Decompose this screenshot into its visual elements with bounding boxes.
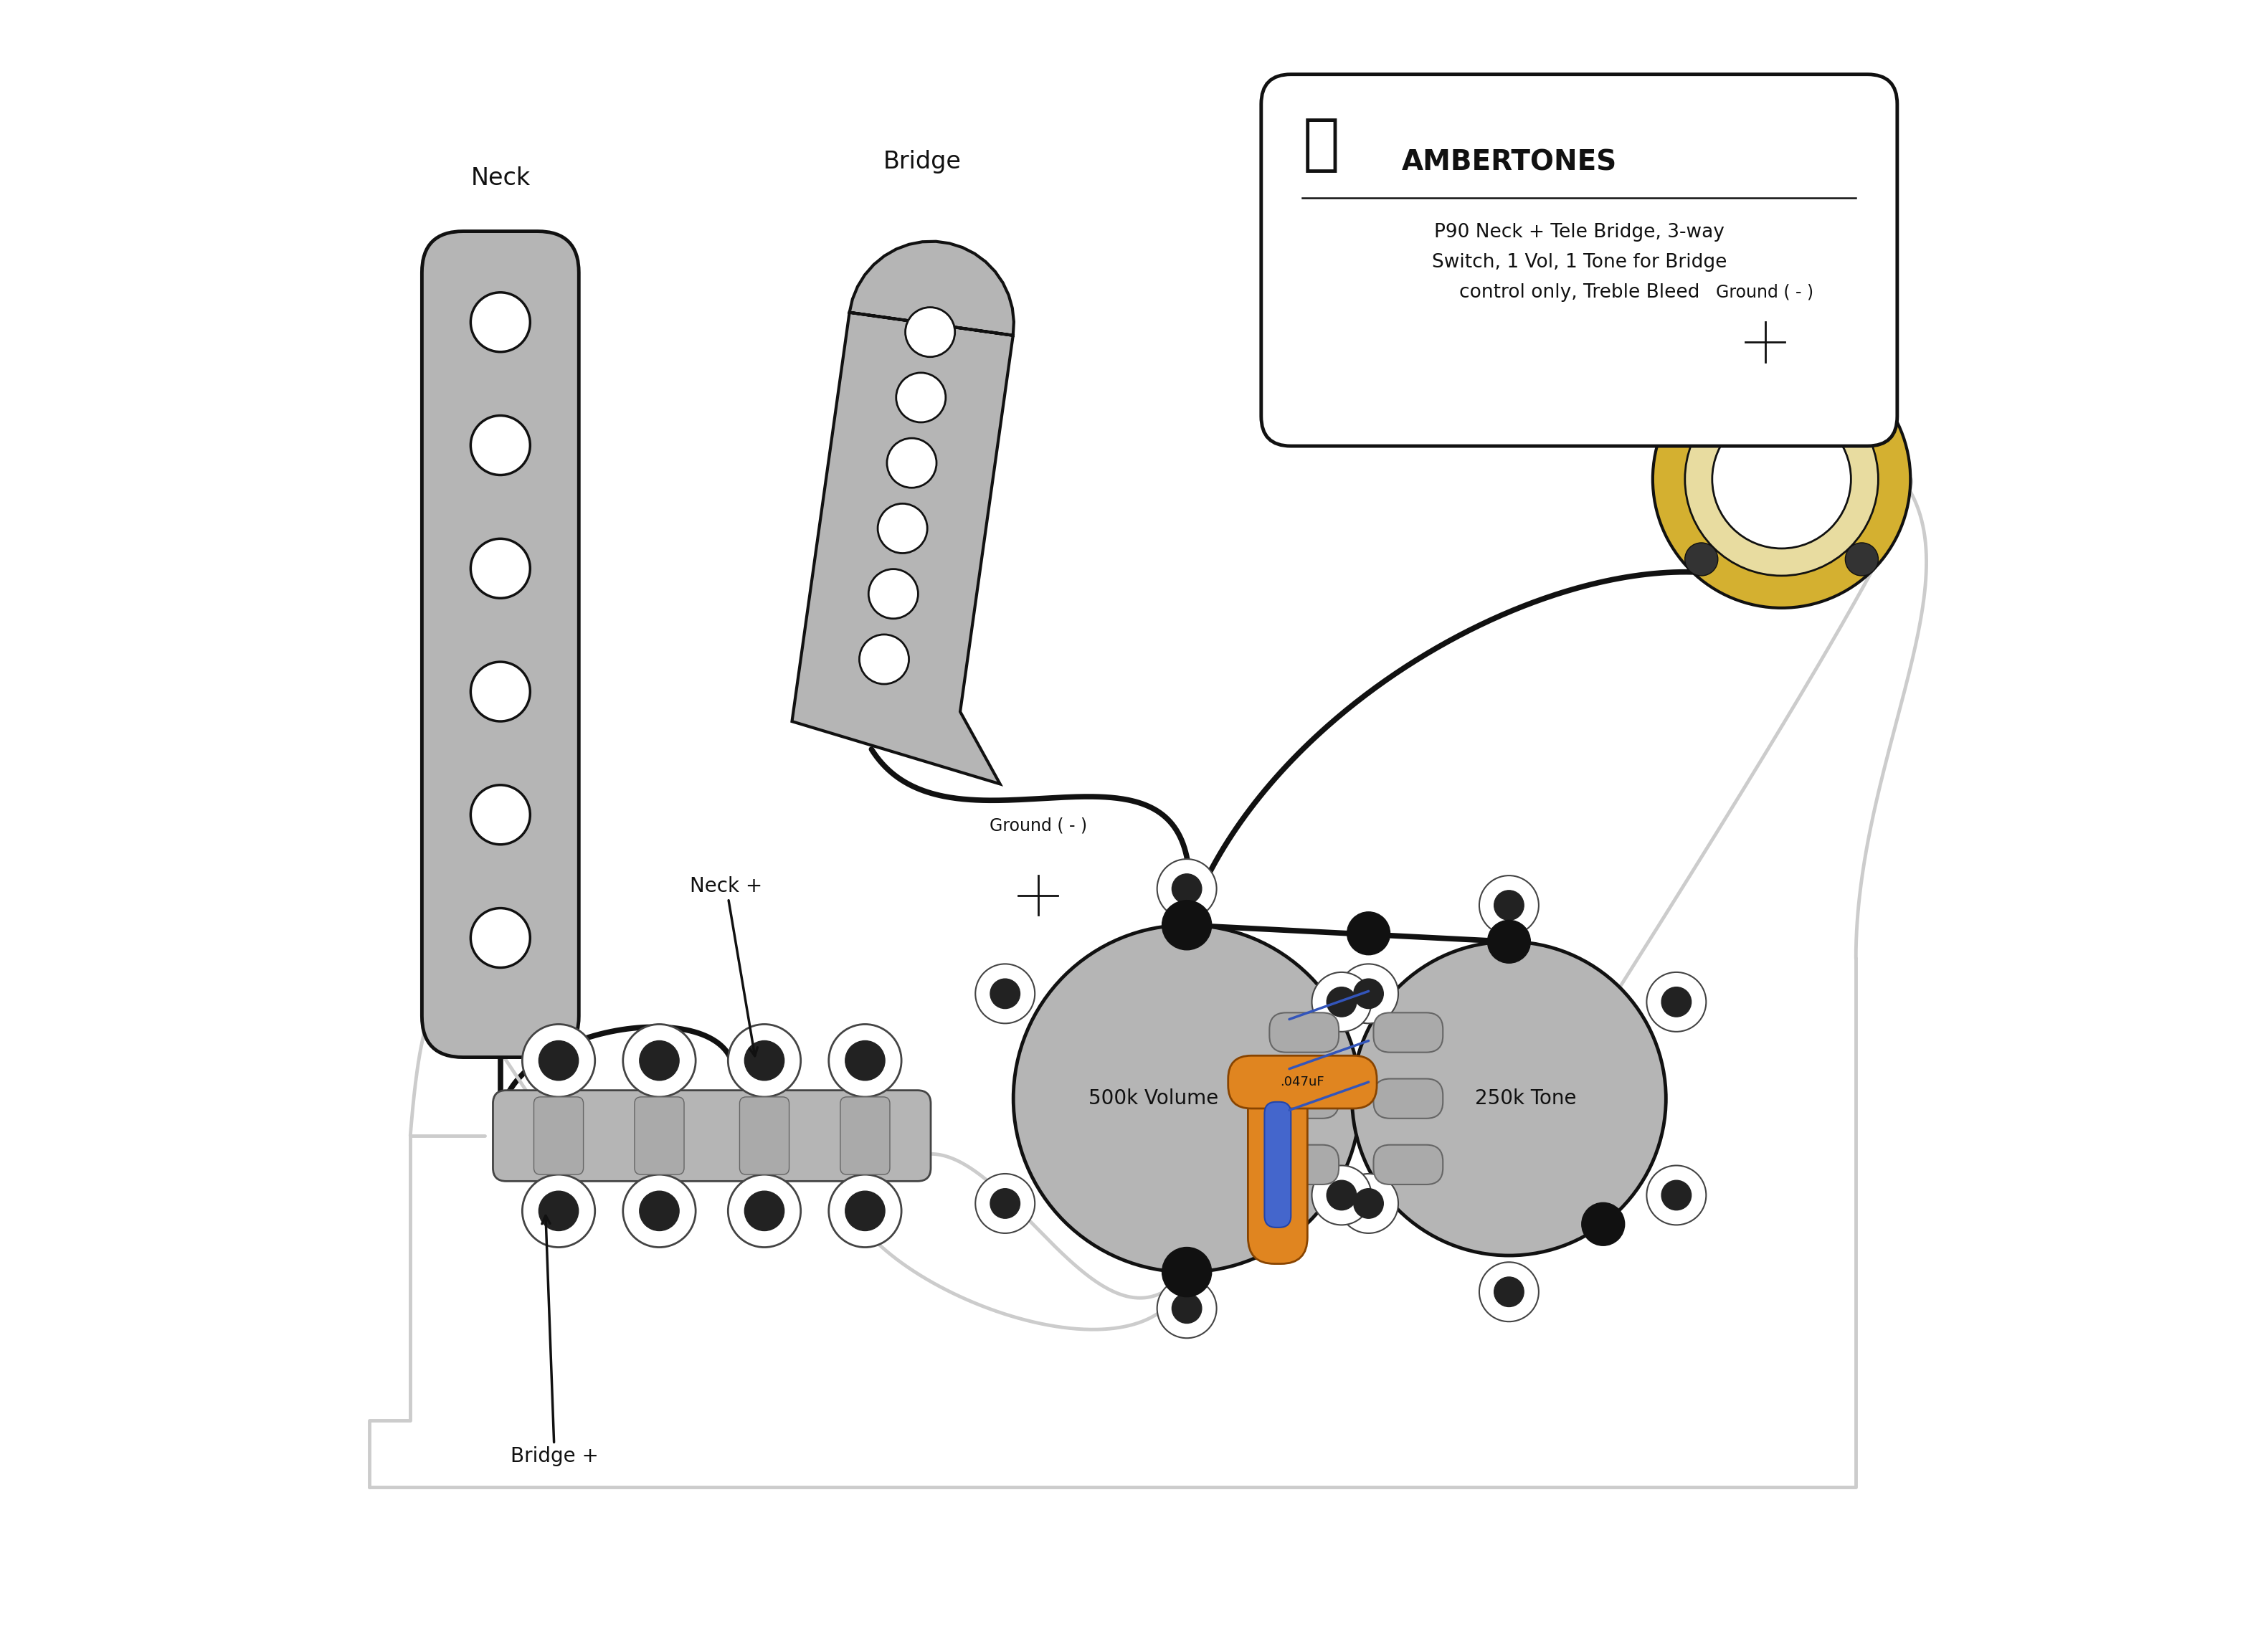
Text: 500k Volume: 500k Volume [1088, 1089, 1219, 1108]
Circle shape [1353, 978, 1384, 1008]
Text: Neck: Neck [470, 167, 531, 190]
Text: 250k Tone: 250k Tone [1474, 1089, 1576, 1108]
Text: .047uF: .047uF [1280, 1075, 1325, 1089]
FancyBboxPatch shape [1264, 1102, 1292, 1227]
Circle shape [1712, 410, 1852, 548]
Circle shape [522, 1175, 594, 1247]
Circle shape [1312, 1166, 1371, 1226]
Circle shape [860, 634, 910, 684]
FancyBboxPatch shape [1269, 1013, 1339, 1052]
Circle shape [1653, 350, 1910, 608]
Text: 0.001uF: 0.001uF [1271, 1140, 1285, 1189]
Circle shape [1163, 900, 1213, 950]
Text: AMBERTONES: AMBERTONES [1402, 149, 1617, 175]
Circle shape [1328, 988, 1357, 1016]
Circle shape [1312, 971, 1371, 1031]
FancyBboxPatch shape [1262, 74, 1897, 446]
FancyBboxPatch shape [422, 231, 578, 1057]
Circle shape [1581, 1203, 1624, 1246]
Circle shape [1172, 874, 1201, 904]
Circle shape [727, 1024, 802, 1097]
Circle shape [869, 568, 919, 618]
Circle shape [540, 1041, 578, 1080]
FancyBboxPatch shape [492, 1090, 930, 1181]
Circle shape [1495, 890, 1524, 920]
Circle shape [639, 1041, 680, 1080]
Circle shape [975, 1173, 1034, 1232]
Circle shape [878, 504, 928, 553]
Circle shape [470, 416, 531, 476]
Circle shape [905, 307, 955, 357]
Circle shape [1014, 925, 1359, 1272]
FancyBboxPatch shape [1373, 1079, 1443, 1118]
Text: P90 Neck + Tele Bridge, 3-way
Switch, 1 Vol, 1 Tone for Bridge
control only, Tre: P90 Neck + Tele Bridge, 3-way Switch, 1 … [1432, 223, 1727, 302]
Circle shape [470, 292, 531, 352]
Circle shape [991, 978, 1021, 1008]
Text: Neck +: Neck + [691, 876, 763, 1056]
Text: ℒ: ℒ [1303, 116, 1339, 175]
Circle shape [1339, 965, 1398, 1023]
Circle shape [1172, 1294, 1201, 1323]
FancyBboxPatch shape [533, 1097, 583, 1175]
Text: Bridge +: Bridge + [510, 1216, 598, 1467]
FancyBboxPatch shape [1269, 1079, 1339, 1118]
FancyBboxPatch shape [1249, 1066, 1307, 1264]
Circle shape [975, 965, 1034, 1023]
Circle shape [1646, 1166, 1707, 1226]
Circle shape [896, 373, 946, 423]
Circle shape [1662, 988, 1691, 1016]
Circle shape [470, 785, 531, 844]
Circle shape [829, 1024, 901, 1097]
FancyBboxPatch shape [1373, 1013, 1443, 1052]
FancyBboxPatch shape [840, 1097, 890, 1175]
Circle shape [470, 539, 531, 598]
Circle shape [1684, 382, 1718, 415]
Circle shape [1684, 544, 1718, 577]
Circle shape [844, 1191, 885, 1231]
Circle shape [1662, 1181, 1691, 1209]
Circle shape [470, 662, 531, 722]
FancyBboxPatch shape [1269, 1145, 1339, 1184]
FancyBboxPatch shape [1228, 1056, 1377, 1108]
Circle shape [1156, 1279, 1217, 1338]
FancyBboxPatch shape [741, 1097, 788, 1175]
Circle shape [991, 1189, 1021, 1219]
Circle shape [540, 1191, 578, 1231]
Text: Bridge: Bridge [883, 150, 962, 173]
Circle shape [1353, 942, 1666, 1256]
Circle shape [522, 1024, 594, 1097]
Circle shape [829, 1175, 901, 1247]
Circle shape [1495, 1277, 1524, 1307]
Circle shape [887, 438, 937, 487]
Circle shape [727, 1175, 802, 1247]
Circle shape [1339, 1175, 1398, 1232]
Circle shape [745, 1041, 784, 1080]
Circle shape [1353, 1189, 1384, 1219]
Polygon shape [793, 241, 1014, 785]
Circle shape [639, 1191, 680, 1231]
Circle shape [1479, 1262, 1538, 1322]
Circle shape [1163, 1247, 1213, 1297]
Circle shape [623, 1175, 695, 1247]
Circle shape [745, 1191, 784, 1231]
Circle shape [1348, 912, 1391, 955]
Circle shape [1845, 382, 1879, 415]
Text: Ground ( - ): Ground ( - ) [989, 818, 1086, 834]
Circle shape [470, 909, 531, 968]
Circle shape [1684, 383, 1879, 577]
Circle shape [1488, 920, 1531, 963]
Circle shape [1646, 971, 1707, 1031]
Circle shape [1328, 1180, 1357, 1209]
Circle shape [1479, 876, 1538, 935]
Circle shape [844, 1041, 885, 1080]
FancyBboxPatch shape [1373, 1145, 1443, 1184]
Text: Ground ( - ): Ground ( - ) [1716, 284, 1813, 301]
Circle shape [1845, 544, 1879, 577]
FancyBboxPatch shape [634, 1097, 684, 1175]
Circle shape [1156, 859, 1217, 919]
Circle shape [623, 1024, 695, 1097]
